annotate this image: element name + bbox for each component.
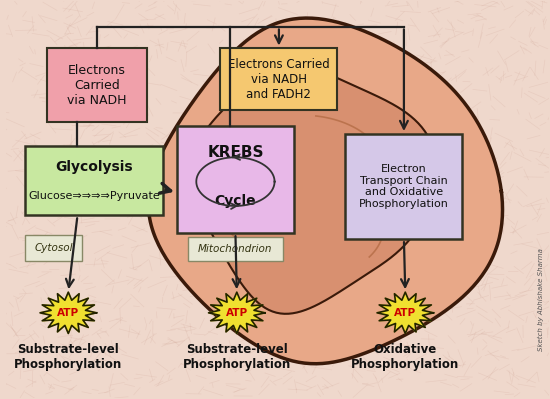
Text: Oxidative
Phosphorylation: Oxidative Phosphorylation [351, 343, 459, 371]
FancyBboxPatch shape [177, 126, 294, 233]
Text: Cycle: Cycle [214, 194, 256, 208]
FancyBboxPatch shape [221, 48, 337, 110]
Text: ATP: ATP [226, 308, 248, 318]
FancyBboxPatch shape [25, 146, 163, 215]
Text: Substrate-level
Phosphorylation: Substrate-level Phosphorylation [14, 343, 123, 371]
FancyBboxPatch shape [25, 235, 82, 261]
Text: Mitochondrion: Mitochondrion [198, 244, 273, 254]
Polygon shape [148, 18, 503, 364]
Text: ATP: ATP [57, 308, 79, 318]
Text: Electron
Transport Chain
and Oxidative
Phosphorylation: Electron Transport Chain and Oxidative P… [359, 164, 449, 209]
Polygon shape [40, 292, 97, 334]
Text: KREBS: KREBS [207, 145, 263, 160]
Text: Cytosol: Cytosol [34, 243, 73, 253]
Polygon shape [189, 66, 437, 314]
Text: Sketch by Abhishake Sharma: Sketch by Abhishake Sharma [538, 248, 544, 351]
Text: Electrons
Carried
via NADH: Electrons Carried via NADH [67, 64, 126, 107]
FancyBboxPatch shape [345, 134, 463, 239]
Text: Electrons Carried
via NADH
and FADH2: Electrons Carried via NADH and FADH2 [228, 58, 330, 101]
Text: Substrate-level
Phosphorylation: Substrate-level Phosphorylation [183, 343, 291, 371]
Text: Glycolysis: Glycolysis [56, 160, 133, 174]
FancyBboxPatch shape [47, 48, 147, 122]
Polygon shape [377, 292, 433, 334]
Polygon shape [208, 292, 265, 334]
FancyBboxPatch shape [188, 237, 283, 261]
Text: ATP: ATP [394, 308, 416, 318]
Text: Glucose⇒⇒⇒⇒Pyruvate: Glucose⇒⇒⇒⇒Pyruvate [28, 191, 160, 201]
